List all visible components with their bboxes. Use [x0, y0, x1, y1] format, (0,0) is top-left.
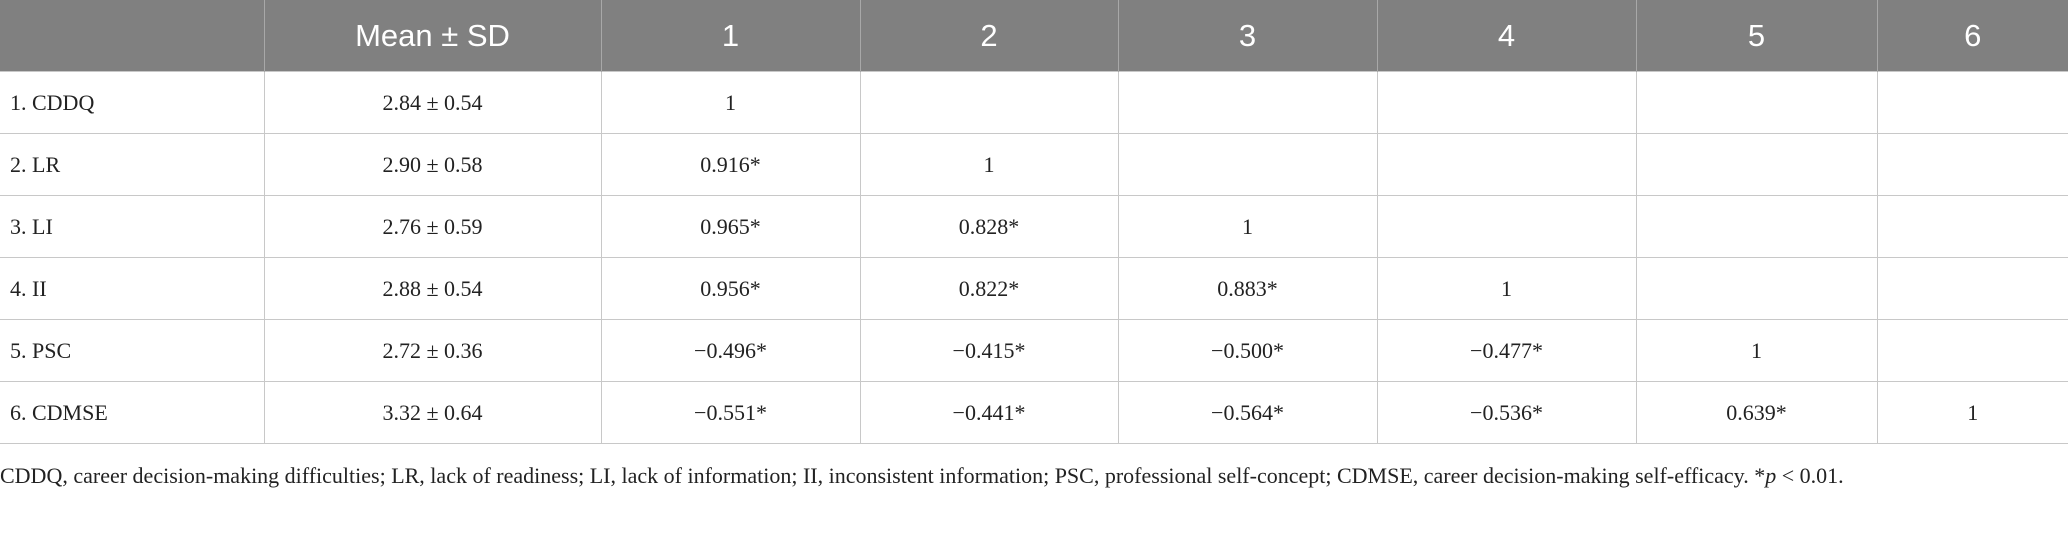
empty-cell: [1376, 195, 1637, 258]
table-cell: 0.916*: [600, 133, 861, 196]
header-cell: 3: [1117, 0, 1377, 72]
table-cell: 1: [1376, 257, 1637, 320]
table-cell: 2.72 ± 0.36: [263, 319, 602, 382]
table-cell: −0.477*: [1376, 319, 1637, 382]
table-row: 1. CDDQ 2.84 ± 0.54 1: [0, 71, 2068, 134]
table-row: 5. PSC 2.72 ± 0.36 −0.496* −0.415* −0.500* −0…: [0, 319, 2068, 382]
table-cell: −0.496*: [600, 319, 861, 382]
header-cell: 6: [1876, 0, 2068, 72]
empty-cell: [1635, 133, 1878, 196]
table-cell: −0.441*: [859, 381, 1119, 444]
table-cell: 1: [600, 71, 861, 134]
empty-cell: [1376, 71, 1637, 134]
table-row: 6. CDMSE 3.32 ± 0.64 −0.551* −0.441* −0.564*…: [0, 381, 2068, 444]
table-cell: 5. PSC: [0, 319, 265, 382]
table-cell: 1: [859, 133, 1119, 196]
table-cell: 6. CDMSE: [0, 381, 265, 444]
header-cell: [0, 0, 264, 72]
table-cell: 1: [1117, 195, 1378, 258]
empty-cell: [859, 71, 1119, 134]
table-cell: −0.536*: [1376, 381, 1637, 444]
empty-cell: [1876, 71, 2068, 134]
empty-cell: [1876, 319, 2068, 382]
footnote-text: CDDQ, career decision-making difficultie…: [0, 463, 1766, 488]
empty-cell: [1635, 257, 1878, 320]
table-cell: 0.965*: [600, 195, 861, 258]
header-cell: Mean ± SD: [263, 0, 601, 72]
table-cell: 4. II: [0, 257, 265, 320]
table-cell: −0.500*: [1117, 319, 1378, 382]
table-cell: 2.88 ± 0.54: [263, 257, 602, 320]
footnote: CDDQ, career decision-making difficultie…: [0, 458, 2068, 493]
table-cell: 0.828*: [859, 195, 1119, 258]
header-row: Mean ± SD 1 2 3 4 5 6: [0, 0, 2068, 72]
table-cell: −0.551*: [600, 381, 861, 444]
table-cell: −0.415*: [859, 319, 1119, 382]
footnote-italic: p: [1765, 463, 1777, 488]
table-row: 3. LI 2.76 ± 0.59 0.965* 0.828* 1: [0, 195, 2068, 258]
empty-cell: [1117, 133, 1378, 196]
table-cell: 2.84 ± 0.54: [263, 71, 602, 134]
table-cell: 1. CDDQ: [0, 71, 265, 134]
empty-cell: [1876, 257, 2068, 320]
table-cell: 1: [1635, 319, 1878, 382]
empty-cell: [1876, 133, 2068, 196]
header-cell: 4: [1376, 0, 1636, 72]
table-row: 4. II 2.88 ± 0.54 0.956* 0.822* 0.883* 1: [0, 257, 2068, 320]
header-cell: 1: [600, 0, 860, 72]
empty-cell: [1876, 195, 2068, 258]
table-cell: 0.822*: [859, 257, 1119, 320]
table-cell: 0.639*: [1635, 381, 1878, 444]
table-cell: 2.76 ± 0.59: [263, 195, 602, 258]
table-cell: −0.564*: [1117, 381, 1378, 444]
empty-cell: [1635, 71, 1878, 134]
table-cell: 0.956*: [600, 257, 861, 320]
table-cell: 3. LI: [0, 195, 265, 258]
header-cell: 2: [859, 0, 1118, 72]
table-cell: 1: [1876, 381, 2068, 444]
table-cell: 3.32 ± 0.64: [263, 381, 602, 444]
empty-cell: [1117, 71, 1378, 134]
table-row: 2. LR 2.90 ± 0.58 0.916* 1: [0, 133, 2068, 196]
footnote-after: < 0.01.: [1776, 463, 1844, 488]
header-cell: 5: [1635, 0, 1877, 72]
empty-cell: [1376, 133, 1637, 196]
correlation-table: Mean ± SD 1 2 3 4 5 6 1. CDDQ 2.84 ± 0.54 1 2. LR…: [0, 0, 2068, 444]
empty-cell: [1635, 195, 1878, 258]
table-cell: 2. LR: [0, 133, 265, 196]
table-cell: 2.90 ± 0.58: [263, 133, 602, 196]
table-cell: 0.883*: [1117, 257, 1378, 320]
